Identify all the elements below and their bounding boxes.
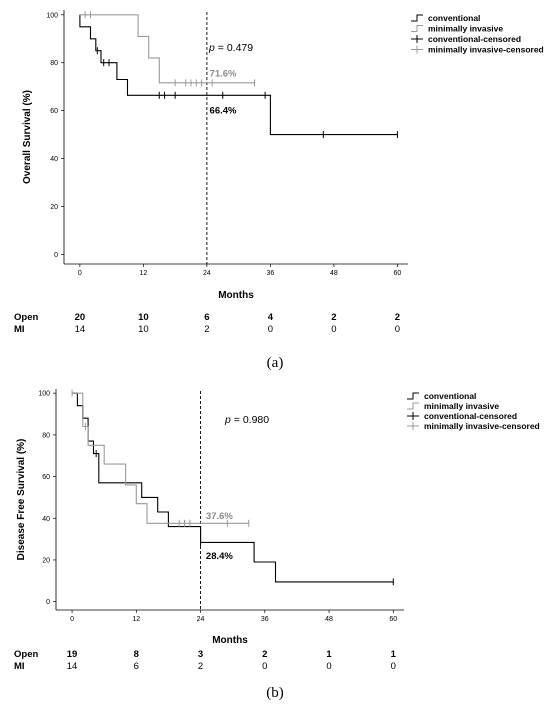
- panel-2-x-tick-label: 60: [389, 616, 397, 623]
- panel-2-series-minimally-invasive-line: [72, 392, 249, 524]
- panel-1-x-axis-label: Months: [218, 290, 254, 301]
- panel-1-p-value: p = 0.479: [208, 42, 253, 54]
- panel-2-legend-swatch: [407, 392, 419, 400]
- panel-2-x-tick-label: 12: [132, 616, 140, 623]
- panel-2-risk-value: 0: [326, 661, 331, 672]
- panel-1-x-tick-label: 0: [78, 270, 82, 277]
- panel-1-y-tick-label: 40: [50, 156, 58, 163]
- panel-1-legend-entry: minimally invasive: [428, 24, 503, 34]
- panel-2-risk-row-label: Open: [14, 649, 38, 660]
- panel-1-risk-value: 2: [331, 312, 336, 323]
- panel-1-x-tick-label: 12: [139, 270, 147, 277]
- panel-2-y-tick-label: 80: [42, 432, 50, 439]
- panel-2-risk-value: 1: [391, 649, 397, 660]
- panel-2-risk-value: 2: [198, 661, 203, 672]
- panel-1-y-tick-label: 100: [46, 12, 58, 19]
- panel-2-legend-entry: minimally invasive: [424, 401, 499, 411]
- panel-2-p-value: p = 0.980: [224, 414, 269, 426]
- panel-2-y-tick-label: 60: [42, 474, 50, 481]
- panel-1-legend-swatch: [411, 25, 423, 32]
- panel-1-annotation-minimally-invasive: 71.6%: [210, 69, 237, 80]
- panel-2-x-tick-label: 0: [70, 616, 74, 623]
- panel-2-x-axis-label: Months: [212, 635, 248, 646]
- panel-1-risk-value: 0: [395, 324, 400, 335]
- panel-1-annotation-conventional: 66.4%: [210, 106, 237, 117]
- panel-2-risk-value: 19: [67, 649, 78, 660]
- panel-1-risk-value: 14: [75, 324, 86, 335]
- panel-2-legend-entry: conventional: [424, 391, 476, 401]
- panel-2-x-tick-label: 36: [261, 616, 269, 623]
- panel-2-legend-entry: conventional-censored: [424, 411, 517, 421]
- panel-1-y-tick-label: 0: [54, 252, 58, 259]
- panel-2-y-tick-label: 100: [38, 391, 50, 398]
- panel-2-y-tick-label: 40: [42, 516, 50, 523]
- panel-1-x-tick-label: 48: [330, 270, 338, 277]
- panel-1-legend-entry: conventional: [428, 13, 480, 23]
- panel-1-caption: (a): [267, 355, 284, 371]
- panel-2-risk-value: 3: [198, 649, 203, 660]
- panel-2-legend-entry: minimally invasive-censored: [424, 421, 540, 431]
- panel-1-risk-value: 0: [268, 324, 273, 335]
- panel-1-x-tick-label: 60: [394, 270, 402, 277]
- panel-1-risk-value: 0: [331, 324, 336, 335]
- panel-1-x-tick-label: 24: [203, 270, 211, 277]
- panel-2-risk-value: 8: [134, 649, 139, 660]
- panel-2-risk-value: 1: [326, 649, 332, 660]
- panel-2-x-tick-label: 24: [197, 616, 205, 623]
- panel-1-risk-value: 10: [138, 324, 149, 335]
- panel-2-risk-value: 0: [391, 661, 396, 672]
- panel-2-x-tick-label: 48: [325, 616, 333, 623]
- panel-1-y-axis-label: Overall Survival (%): [22, 90, 33, 184]
- panel-2-risk-row-label: MI: [14, 661, 25, 672]
- panel-1-x-tick-label: 36: [267, 270, 275, 277]
- panel-1-legend-swatch: [411, 14, 423, 22]
- panel-2-annotation-minimally-invasive: 37.6%: [206, 511, 233, 522]
- panel-1-risk-value: 20: [75, 312, 86, 323]
- panel-1-risk-value: 6: [204, 312, 209, 323]
- panel-1-legend-entry: conventional-censored: [428, 34, 521, 44]
- panel-1-risk-row-label: MI: [14, 324, 25, 335]
- panel-1-series-conventional-line: [79, 14, 398, 136]
- panel-1-risk-value: 2: [204, 324, 209, 335]
- panel-2-caption: (b): [266, 685, 284, 701]
- panel-1-y-tick-label: 80: [50, 60, 58, 67]
- panel-1-series-minimally-invasive-line: [79, 14, 255, 84]
- panel-1-legend-entry: minimally invasive-censored: [428, 45, 544, 55]
- panel-2-risk-value: 6: [134, 661, 139, 672]
- panel-2-legend-swatch: [407, 402, 419, 410]
- panel-2-y-tick-label: 20: [42, 557, 50, 564]
- panel-2-risk-value: 2: [262, 649, 267, 660]
- panel-2-y-axis-label: Disease Free Survival (%): [16, 439, 27, 561]
- panel-2-risk-value: 0: [262, 661, 267, 672]
- panel-2-annotation-conventional: 28.4%: [206, 551, 233, 562]
- panel-1-y-tick-label: 60: [50, 108, 58, 115]
- panel-1-y-tick-label: 20: [50, 204, 58, 211]
- panel-1-risk-row-label: Open: [14, 312, 38, 323]
- panel-1-risk-value: 2: [395, 312, 400, 323]
- panel-1-risk-value: 10: [138, 312, 149, 323]
- panel-1-risk-value: 4: [268, 312, 274, 323]
- panel-2-risk-value: 14: [67, 661, 78, 672]
- panel-2-y-tick-label: 0: [46, 599, 50, 606]
